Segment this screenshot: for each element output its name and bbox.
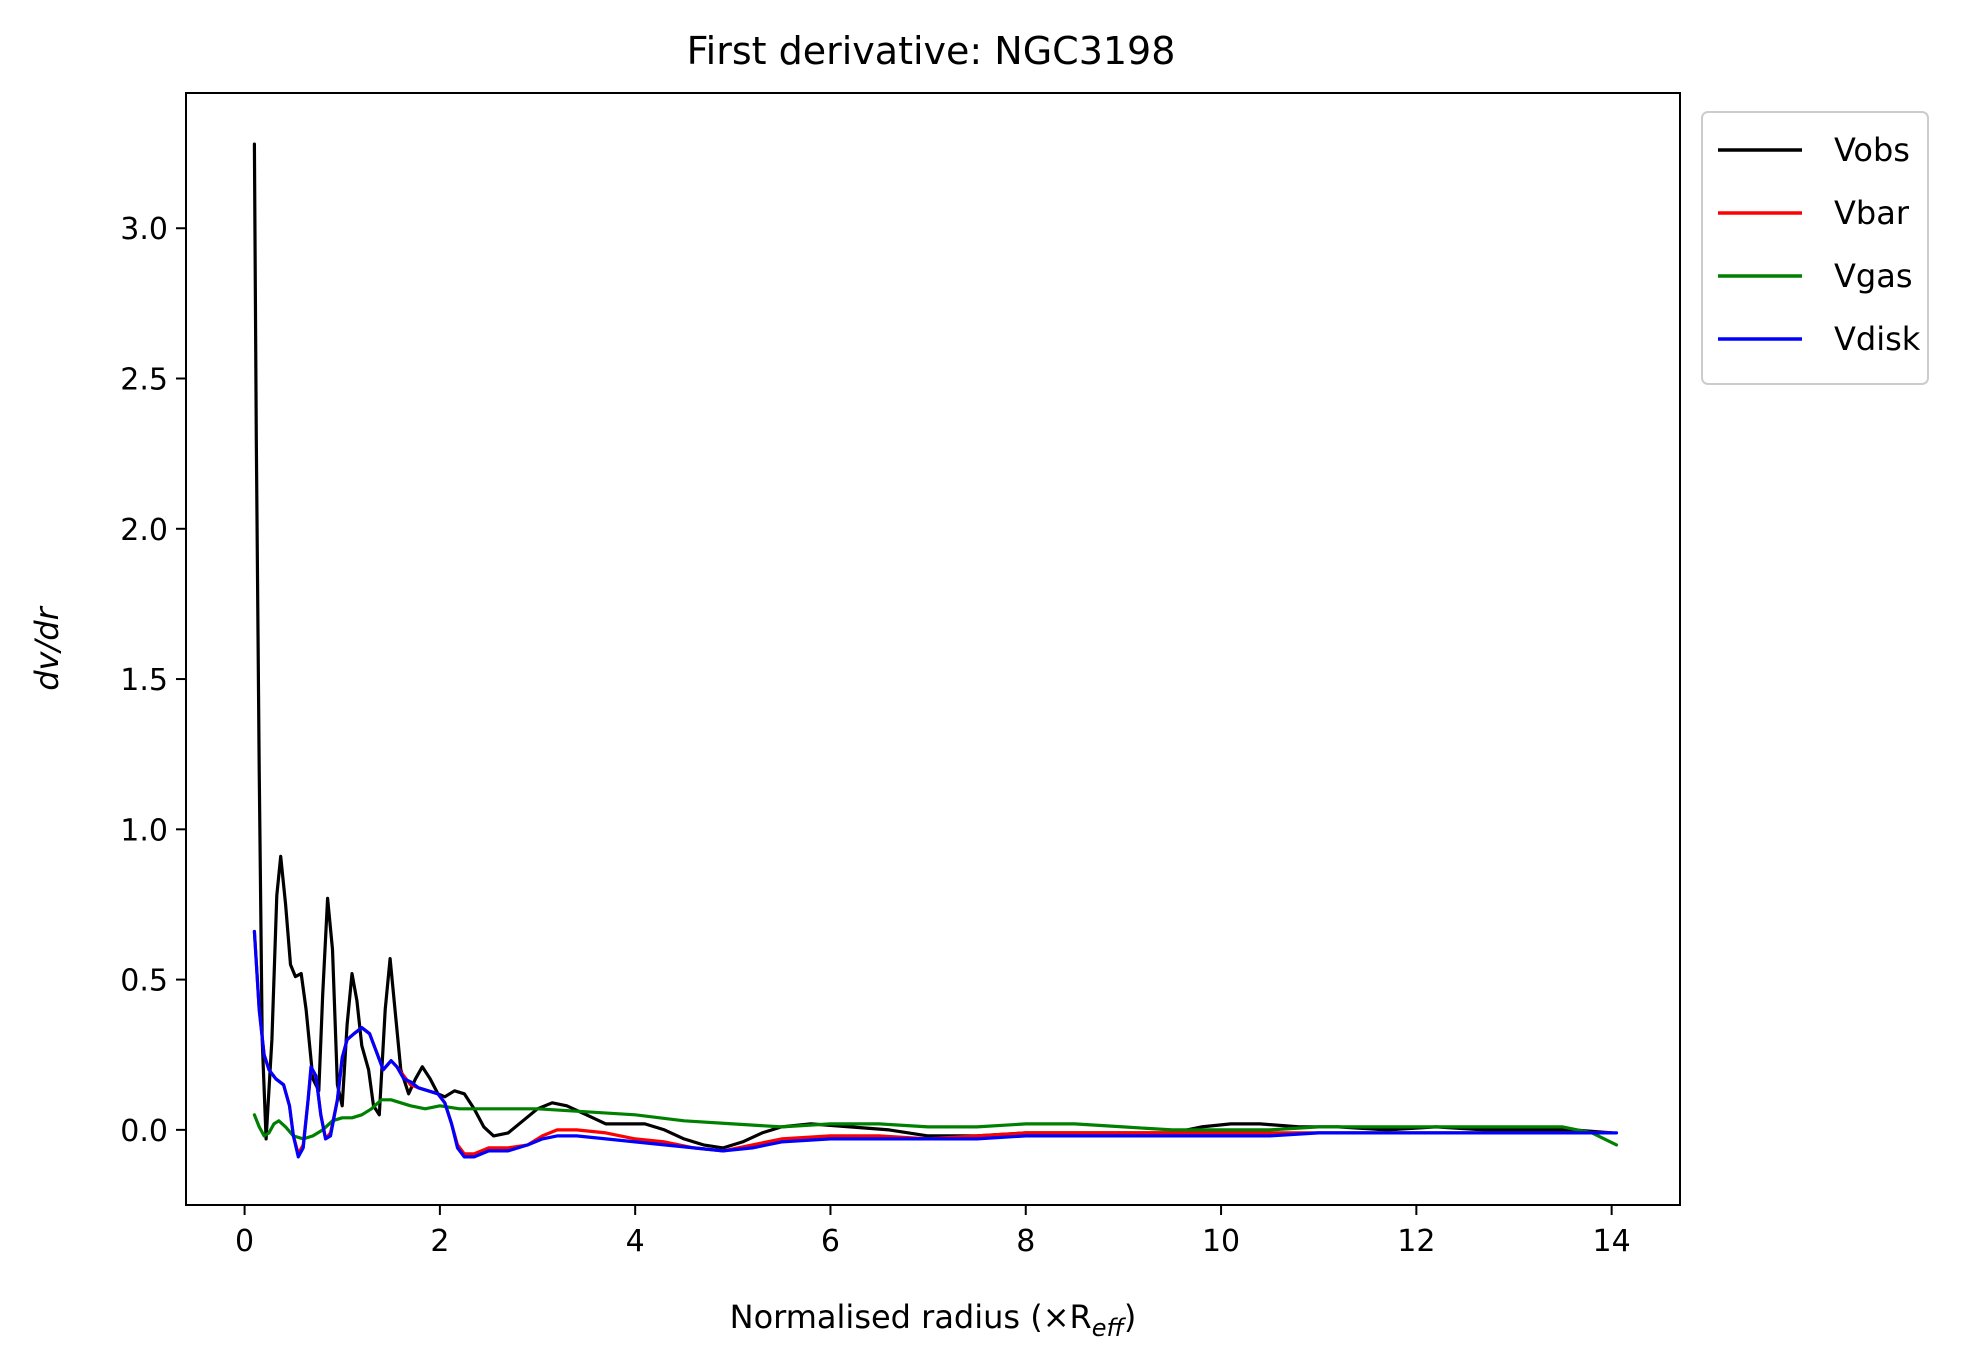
y-tick-label: 0.5 bbox=[120, 964, 168, 999]
x-axis-label-subscript: eff bbox=[1092, 1314, 1127, 1342]
x-tick-label: 8 bbox=[1016, 1224, 1035, 1259]
legend-label-vdisk: Vdisk bbox=[1834, 320, 1921, 358]
x-tick-label: 0 bbox=[235, 1224, 254, 1259]
x-axis-label-main: Normalised radius (×R bbox=[730, 1298, 1092, 1336]
legend-label-vgas: Vgas bbox=[1834, 257, 1912, 295]
x-axis: 0 2 4 6 8 10 12 14 bbox=[235, 1205, 1631, 1259]
x-axis-label: Normalised radius (×Reff) bbox=[730, 1298, 1137, 1342]
y-axis-label: dv/dr bbox=[28, 605, 66, 690]
legend-label-vbar: Vbar bbox=[1834, 194, 1910, 232]
x-tick-label: 14 bbox=[1593, 1224, 1631, 1259]
x-axis-label-close: ) bbox=[1124, 1298, 1136, 1336]
legend-frame bbox=[1701, 111, 1929, 385]
x-tick-label: 2 bbox=[430, 1224, 449, 1259]
series-layer bbox=[252, 142, 1619, 1159]
y-tick-label: 2.5 bbox=[120, 363, 168, 398]
plot-border bbox=[185, 92, 1681, 1206]
legend-label-vobs: Vobs bbox=[1834, 131, 1910, 169]
y-tick-label: 1.0 bbox=[120, 813, 168, 848]
y-tick-label: 1.5 bbox=[120, 663, 168, 698]
y-axis: 0.0 0.5 1.0 1.5 2.0 2.5 3.0 bbox=[120, 212, 186, 1149]
legend-items: Vobs Vbar Vgas Vdisk bbox=[1718, 131, 1921, 358]
x-tick-label: 4 bbox=[626, 1224, 645, 1259]
y-tick-label: 0.0 bbox=[120, 1114, 168, 1149]
chart-title: First derivative: NGC3198 bbox=[687, 29, 1176, 73]
legend: Vobs Vbar Vgas Vdisk bbox=[1701, 111, 1929, 385]
plot-area bbox=[185, 92, 1681, 1206]
y-tick-label: 3.0 bbox=[120, 212, 168, 247]
y-tick-label: 2.0 bbox=[120, 513, 168, 548]
series-line-vdisk bbox=[252, 929, 1619, 1159]
x-tick-label: 10 bbox=[1202, 1224, 1240, 1259]
plot-frame bbox=[186, 93, 1680, 1205]
x-tick-label: 6 bbox=[821, 1224, 840, 1259]
x-tick-label: 12 bbox=[1397, 1224, 1435, 1259]
